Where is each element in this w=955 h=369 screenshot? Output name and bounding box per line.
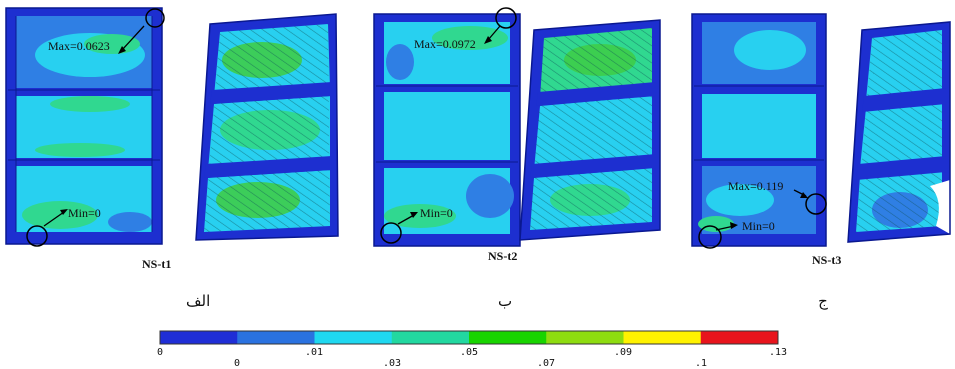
panel-b-undeformed-plot: [373, 7, 521, 247]
legend-swatch: [469, 331, 547, 344]
color-legend-bar: [160, 331, 779, 344]
panel-a-max-label: Max=0.0623: [48, 39, 110, 53]
color-legend-ticks: 0 .01 .05 .09 .13 0 .03 .07 .1: [157, 347, 787, 369]
legend-tick-top: 0: [157, 347, 163, 358]
min-marker-circle: [26, 225, 48, 247]
panel-a-min-label: Min=0: [68, 206, 101, 220]
panel-a-deformed-plot: [195, 13, 339, 241]
legend-tick-top: .05: [460, 347, 478, 358]
legend-swatch: [700, 331, 779, 344]
legend-tick-bottom: .03: [383, 358, 401, 369]
panel-c-undeformed-plot: [691, 13, 827, 249]
legend-tick-top: .13: [769, 347, 787, 358]
min-marker-circle: [380, 222, 402, 244]
panel-c-case-label: NS-t3: [812, 253, 841, 267]
legend-swatch: [160, 331, 238, 344]
panel-c-max-label: Max=0.119: [728, 179, 783, 193]
max-marker-circle: [145, 8, 165, 28]
panel-b-min-label: Min=0: [420, 206, 453, 220]
panel-c-letter: ج: [818, 292, 828, 311]
legend-tick-bottom: .07: [537, 358, 555, 369]
panel-b-case-label: NS-t2: [488, 249, 517, 263]
legend-swatch: [391, 331, 470, 344]
panel-b-deformed-plot: [519, 19, 661, 241]
min-marker-circle: [698, 225, 722, 249]
max-marker-circle: [805, 193, 827, 215]
panel-c-deformed-plot: [847, 21, 951, 243]
legend-tick-top: .09: [614, 347, 632, 358]
max-marker-circle: [495, 7, 517, 29]
legend-tick-top: .01: [305, 347, 323, 358]
legend-tick-bottom: .1: [695, 358, 707, 369]
legend-swatch: [546, 331, 624, 344]
legend-swatch: [237, 331, 315, 344]
panel-b-letter: ب: [498, 292, 512, 310]
panel-a-case-label: NS-t1: [142, 257, 171, 271]
color-legend-frame: [159, 330, 779, 345]
legend-swatch: [314, 331, 393, 344]
panel-c-min-label: Min=0: [742, 219, 775, 233]
panel-a-undeformed-plot: [5, 7, 165, 247]
legend-swatch: [623, 331, 702, 344]
panel-a-letter: الف: [186, 292, 210, 310]
panel-b-max-label: Max=0.0972: [414, 37, 476, 51]
legend-tick-bottom: 0: [234, 358, 240, 369]
